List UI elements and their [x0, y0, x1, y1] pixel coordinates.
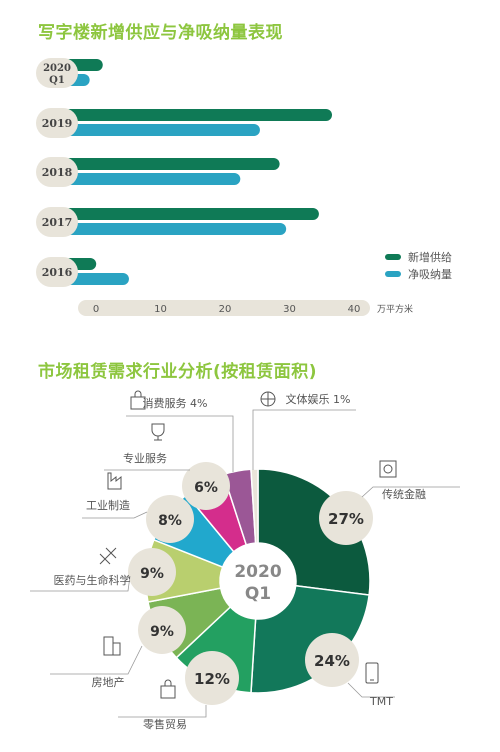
category-label-0: 传统金融	[382, 487, 426, 501]
pie-slice-4	[145, 538, 224, 603]
leader-line-7	[126, 415, 234, 472]
shopping-bag-icon	[160, 679, 176, 699]
pie-slice-5	[152, 493, 235, 568]
bag-icon	[130, 390, 146, 410]
ball-icon	[260, 391, 276, 407]
dna-icon	[99, 547, 117, 565]
x-tick-40: 40	[348, 304, 361, 315]
year-pill-1	[36, 108, 78, 138]
phone-icon	[365, 662, 379, 684]
x-unit-label: 万平方米	[377, 303, 413, 315]
pie-slice-7	[222, 468, 257, 546]
pie-center-quarter: Q1	[245, 584, 271, 604]
leader-line-1	[347, 682, 395, 698]
pie-center-year: 2020	[234, 562, 281, 582]
factory-icon	[107, 472, 122, 490]
pie-slice-6	[185, 473, 248, 553]
pct-label-5: 8%	[158, 513, 182, 529]
category-label-6: 专业服务	[123, 451, 167, 465]
x-tick-20: 20	[219, 304, 232, 315]
leader-line-8	[252, 409, 356, 470]
year-pill-4	[36, 257, 78, 287]
leader-line-2	[118, 705, 207, 718]
pie-slice-3	[147, 587, 232, 659]
pct-bubble-0	[319, 491, 373, 545]
legend-label-0: 新增供给	[408, 250, 452, 264]
year-label-0-a: 2020	[43, 63, 71, 74]
x-tick-0: 0	[93, 304, 99, 315]
x-tick-30: 30	[283, 304, 296, 315]
category-label-2: 零售贸易	[143, 717, 187, 731]
pct-bubble-6	[182, 462, 230, 510]
bar-supply-1	[60, 109, 332, 121]
pct-label-1: 24%	[314, 652, 350, 670]
bar-supply-3	[60, 208, 319, 220]
legend-swatch-1	[385, 271, 401, 277]
leader-line-3	[50, 645, 143, 675]
section-title-supply: 写字楼新增供应与净吸纳量表现	[38, 23, 283, 43]
year-pill-0	[36, 58, 78, 88]
pct-label-3: 9%	[150, 624, 174, 640]
bar-absorption-1	[60, 124, 260, 136]
category-label-5: 工业制造	[86, 498, 130, 512]
legend-label-1: 净吸纳量	[408, 267, 452, 281]
pct-bubble-2	[185, 651, 239, 705]
pie-slice-2	[175, 605, 257, 694]
pct-bubble-5	[146, 495, 194, 543]
year-label-1: 2019	[42, 117, 73, 130]
safe-icon	[379, 460, 397, 478]
legend-swatch-0	[385, 254, 401, 260]
pie-slice-8	[250, 468, 259, 544]
leader-line-4	[30, 575, 131, 592]
category-label-1: TMT	[369, 695, 393, 708]
year-label-4: 2016	[42, 266, 73, 279]
trophy-icon	[151, 423, 165, 441]
leader-line-0	[361, 486, 460, 498]
year-pill-3	[36, 207, 78, 237]
pct-label-0: 27%	[328, 510, 364, 528]
year-pill-2	[36, 157, 78, 187]
pct-bubble-1	[305, 633, 359, 687]
bar-supply-2	[60, 158, 280, 170]
category-label-7: 消费服务 4%	[143, 396, 208, 410]
section-title-demand: 市场租赁需求行业分析(按租赁面积)	[38, 362, 318, 382]
pie-slice-0	[257, 468, 371, 596]
pct-label-6: 6%	[194, 480, 218, 496]
pct-bubble-4	[128, 548, 176, 596]
pct-label-4: 9%	[140, 566, 164, 582]
x-axis-band	[78, 300, 370, 316]
category-label-8: 文体娱乐 1%	[286, 392, 351, 406]
bar-absorption-2	[60, 173, 241, 185]
building-icon	[103, 636, 121, 656]
pie-center	[221, 544, 295, 618]
pct-label-2: 12%	[194, 670, 230, 688]
leader-line-5	[82, 511, 148, 519]
year-label-0-b: Q1	[49, 75, 65, 86]
category-label-3: 房地产	[92, 675, 125, 689]
x-tick-10: 10	[154, 304, 167, 315]
bar-absorption-3	[60, 223, 287, 235]
category-label-4: 医药与生命科学	[54, 573, 131, 587]
pct-bubble-3	[138, 606, 186, 654]
year-label-2: 2018	[42, 166, 73, 179]
year-label-3: 2017	[42, 216, 73, 229]
pie-slice-1	[250, 584, 370, 694]
